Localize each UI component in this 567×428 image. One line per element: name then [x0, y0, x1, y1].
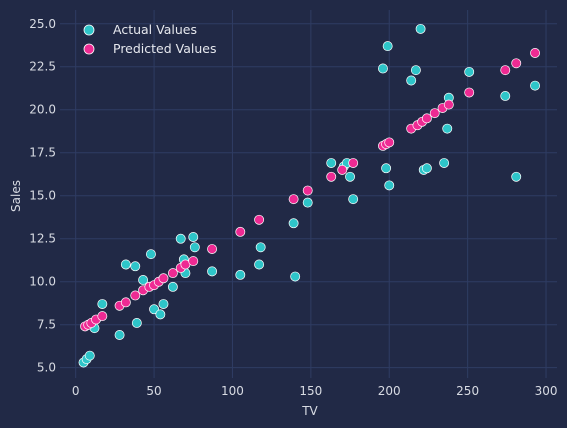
predicted-value-point [120, 297, 131, 308]
predicted-value-point [188, 256, 199, 267]
predicted-value-point [288, 194, 299, 205]
y-tick-label: 10.0 [29, 275, 56, 289]
actual-value-point [288, 218, 299, 229]
predicted-value-point [384, 137, 395, 148]
actual-value-point [158, 299, 169, 310]
actual-value-point [188, 232, 199, 242]
actual-value-point [207, 266, 218, 277]
predicted-value-point [130, 290, 141, 301]
y-tick-label: 7.5 [37, 318, 56, 332]
x-tick-label: 100 [221, 384, 244, 398]
predicted-value-point [207, 244, 218, 254]
y-tick-label: 22.5 [29, 60, 56, 74]
x-tick-label: 300 [535, 384, 558, 398]
y-tick-label: 17.5 [29, 146, 56, 160]
predicted-value-point [326, 171, 337, 182]
actual-value-point [97, 299, 108, 310]
actual-values-series [78, 23, 541, 368]
actual-value-point [114, 330, 125, 340]
actual-value-point [175, 233, 186, 244]
actual-value-point [131, 318, 142, 328]
actual-value-point [382, 41, 393, 52]
predicted-value-point [500, 65, 511, 76]
x-axis-ticks: 0 50 100 150 200 250 300 [72, 384, 558, 398]
y-axis-label: Sales [9, 180, 23, 212]
y-tick-label: 5.0 [37, 361, 56, 375]
predicted-value-point [511, 58, 522, 69]
actual-value-point [410, 65, 421, 76]
actual-value-point [130, 261, 141, 272]
x-tick-label: 50 [146, 384, 161, 398]
predicted-value-point [235, 226, 246, 237]
actual-value-point [145, 249, 156, 260]
predicted-value-point [443, 99, 454, 110]
predicted-values-series [80, 48, 541, 332]
actual-value-point [345, 171, 355, 182]
actual-value-point [254, 259, 265, 270]
y-tick-label: 15.0 [29, 189, 56, 203]
actual-value-point [421, 163, 432, 174]
actual-value-point [138, 275, 149, 285]
legend: Actual Values Predicted Values [83, 22, 217, 56]
actual-value-point [442, 123, 453, 134]
x-tick-label: 200 [378, 384, 401, 398]
x-axis-label: TV [301, 404, 318, 418]
actual-value-point [255, 242, 266, 253]
actual-value-point [189, 242, 200, 253]
actual-value-point [348, 194, 359, 205]
actual-value-point [406, 75, 417, 86]
actual-value-point [500, 91, 511, 101]
predicted-value-point [97, 311, 108, 322]
predicted-value-point [464, 87, 475, 98]
y-tick-label: 12.5 [29, 232, 56, 246]
predicted-value-point [254, 214, 265, 225]
actual-value-point [326, 158, 337, 168]
legend-marker-actual [83, 24, 95, 36]
legend-marker-predicted [83, 43, 95, 55]
actual-value-point [530, 80, 541, 91]
predicted-value-point [158, 273, 169, 284]
predicted-value-point [429, 108, 440, 119]
x-tick-label: 0 [72, 384, 80, 398]
y-tick-label: 25.0 [29, 17, 56, 31]
actual-value-point [302, 197, 313, 208]
y-tick-label: 20.0 [29, 103, 56, 117]
actual-value-point [378, 63, 388, 74]
actual-value-point [415, 23, 426, 34]
predicted-value-point [167, 268, 178, 279]
legend-label-predicted: Predicted Values [113, 41, 217, 56]
predicted-value-point [302, 185, 313, 196]
actual-value-point [439, 158, 450, 168]
actual-value-point [511, 171, 522, 182]
actual-value-point [167, 281, 178, 292]
predicted-value-point [337, 164, 348, 175]
actual-value-point [381, 163, 392, 174]
predicted-value-point [348, 158, 359, 168]
actual-value-point [84, 350, 95, 361]
y-axis-ticks: 5.0 7.5 10.0 12.5 15.0 17.5 20.0 22.5 25.0 [29, 17, 56, 375]
legend-label-actual: Actual Values [113, 22, 197, 37]
x-tick-label: 250 [456, 384, 479, 398]
predicted-value-point [530, 48, 541, 58]
actual-value-point [464, 66, 475, 77]
actual-value-point [235, 269, 246, 280]
actual-value-point [384, 180, 395, 191]
actual-value-point [155, 309, 166, 320]
x-tick-label: 150 [299, 384, 322, 398]
actual-value-point [290, 271, 301, 282]
predicted-value-point [421, 113, 432, 124]
actual-value-point [120, 259, 131, 270]
